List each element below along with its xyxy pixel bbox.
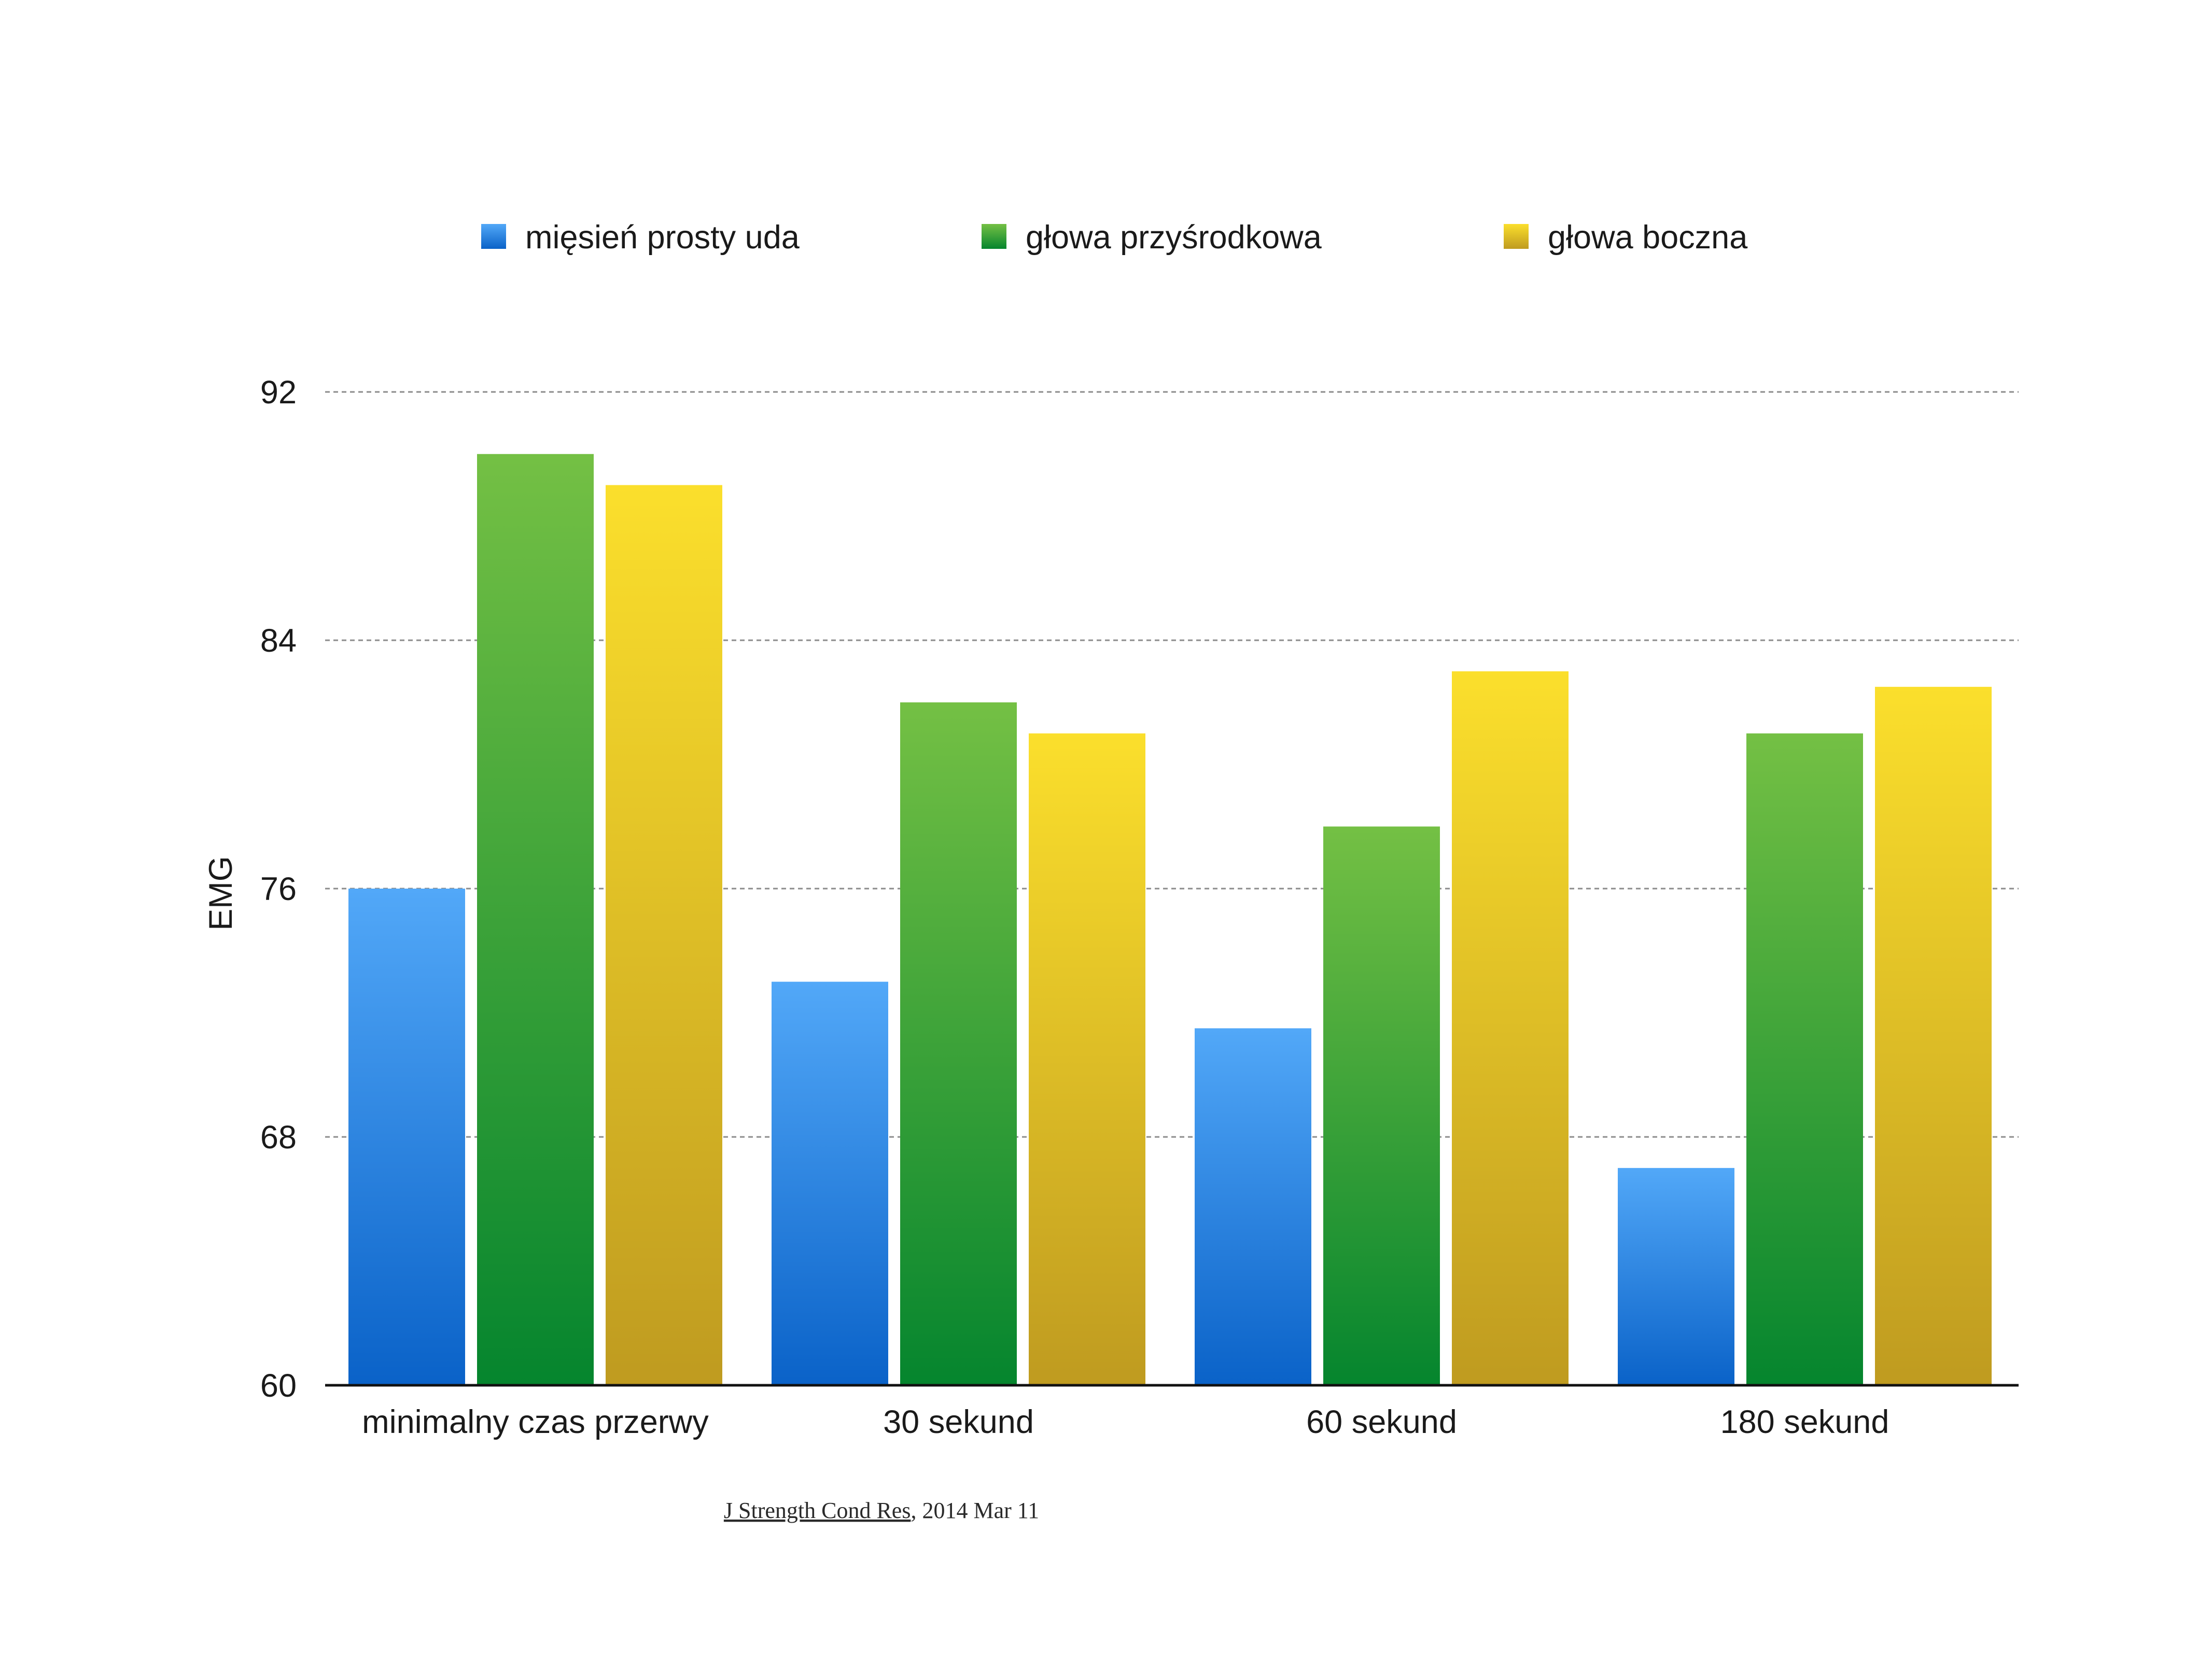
legend: mięsień prosty uda głowa przyśrodkowa głow… (481, 219, 1748, 256)
legend-item: głowa boczna (1504, 219, 1748, 256)
y-tick-label: 68 (260, 1119, 297, 1156)
y-tick-label: 84 (260, 623, 297, 659)
y-tick-label: 92 (260, 374, 297, 411)
bar-2-4 (1746, 733, 1863, 1385)
bar-2-1 (477, 454, 594, 1385)
bar-2-3 (1323, 826, 1440, 1385)
legend-label: mięsień prosty uda (525, 219, 800, 256)
y-axis-title: EMG (203, 856, 239, 931)
x-category-label: minimalny czas przerwy (362, 1404, 709, 1440)
x-category-label: 60 sekund (1306, 1404, 1457, 1440)
x-category-label: 180 sekund (1720, 1404, 1889, 1440)
legend-swatch (1504, 224, 1529, 249)
x-category-label: 30 sekund (883, 1404, 1034, 1440)
bar-3-4 (1875, 686, 1992, 1385)
legend-item: mięsień prosty uda (481, 219, 800, 256)
source-journal-link[interactable]: J Strength Cond Res (724, 1498, 911, 1523)
bar-3-2 (1029, 733, 1145, 1385)
bar-3-3 (1452, 671, 1569, 1385)
bar-1-3 (1195, 1028, 1311, 1385)
axes: 60 68 76 84 92 minimalny czas przerwy 30 sekun… (260, 374, 2019, 1440)
legend-label: głowa przyśrodkowa (1026, 219, 1322, 256)
y-tick-label: 60 (260, 1368, 297, 1404)
bar-1-4 (1618, 1168, 1734, 1385)
bars (348, 454, 1992, 1385)
legend-label: głowa boczna (1548, 219, 1748, 256)
bar-1-2 (772, 981, 888, 1385)
source-citation: J Strength Cond Res, 2014 Mar 11 (724, 1498, 1039, 1523)
legend-swatch (481, 224, 506, 249)
legend-swatch (982, 224, 1006, 249)
bar-1-1 (348, 889, 465, 1385)
source-date: , 2014 Mar 11 (911, 1498, 1039, 1523)
y-tick-label: 76 (260, 871, 297, 907)
bar-3-1 (606, 485, 722, 1385)
legend-item: głowa przyśrodkowa (982, 219, 1322, 256)
bar-2-2 (900, 702, 1017, 1385)
